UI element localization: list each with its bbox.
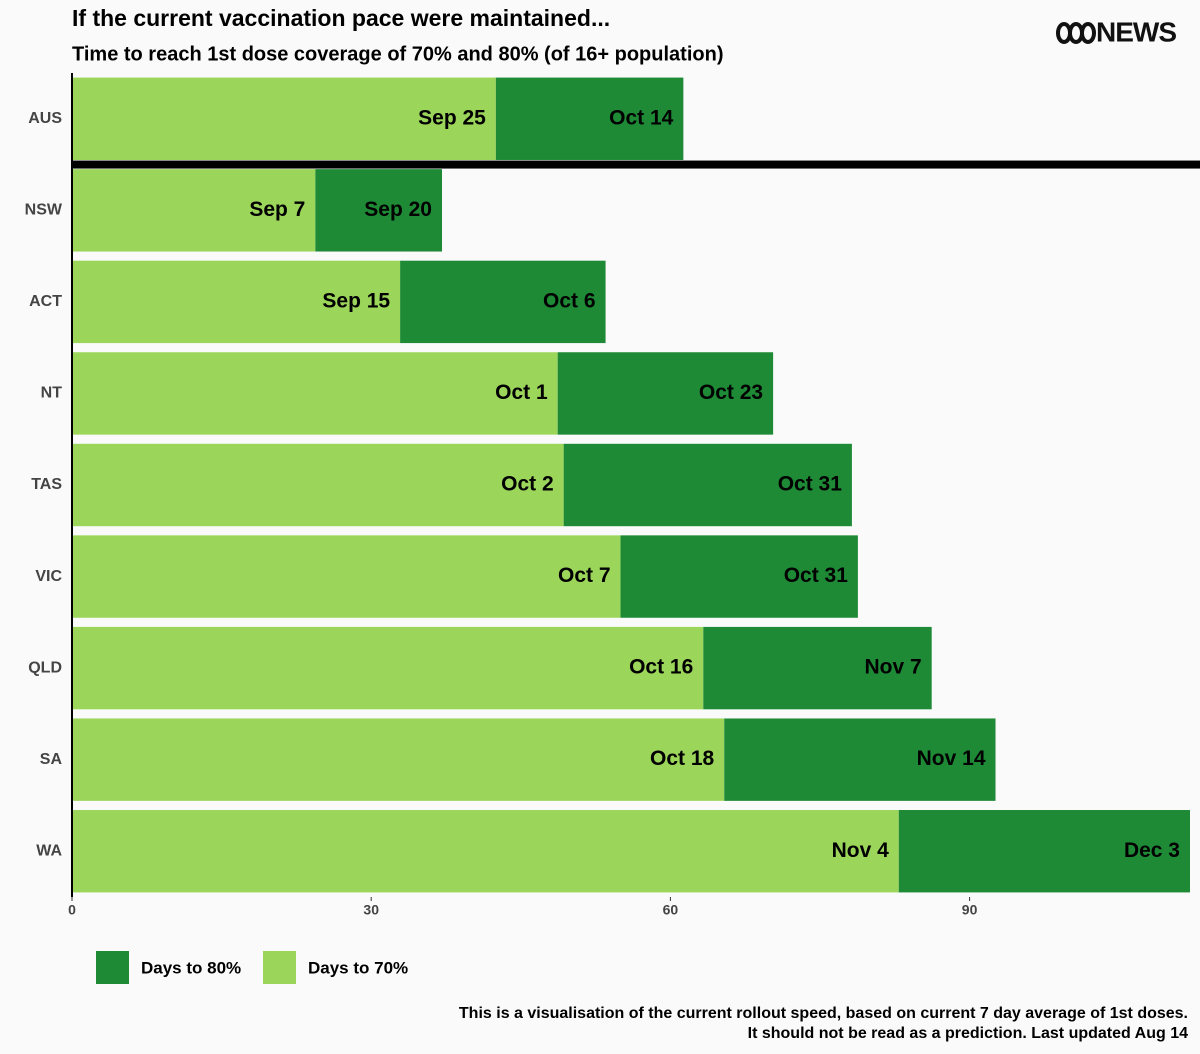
bar: [72, 352, 558, 435]
y-tick-label: TAS: [31, 476, 62, 493]
bar: [495, 77, 684, 160]
value-label: Sep 25: [418, 106, 486, 129]
value-label: Oct 7: [558, 564, 611, 587]
value-label: Oct 31: [784, 564, 849, 587]
bar: [898, 810, 1190, 893]
bar: [724, 718, 996, 801]
y-tick-label: QLD: [28, 659, 62, 676]
y-tick-label: ACT: [29, 293, 62, 310]
note: It should not be read as a prediction. L…: [748, 1025, 1188, 1042]
value-label: Nov 14: [917, 747, 986, 770]
value-label: Sep 7: [249, 198, 305, 221]
x-tick-label: 0: [68, 902, 76, 918]
bar: [400, 260, 606, 344]
bar: [563, 443, 852, 527]
bar: [703, 626, 932, 710]
y-tick-label: NSW: [25, 202, 63, 219]
x-tick-label: 90: [962, 902, 978, 918]
value-label: Oct 16: [629, 656, 693, 679]
bar: [72, 443, 564, 527]
value-label: Sep 20: [364, 198, 432, 221]
y-tick-label: NT: [41, 385, 63, 402]
y-tick-label: AUS: [28, 110, 62, 127]
note: This is a visualisation of the current r…: [459, 1005, 1188, 1022]
bar: [72, 77, 496, 160]
x-tick-label: 60: [663, 902, 679, 918]
separator: [72, 160, 1200, 169]
value-label: Nov 4: [832, 839, 890, 862]
value-label: Sep 15: [322, 289, 390, 312]
value-label: Oct 14: [609, 106, 674, 129]
bar: [620, 535, 858, 618]
bar: [72, 535, 621, 618]
bar: [72, 260, 401, 344]
bar: [557, 352, 774, 435]
legend-swatch: [96, 951, 129, 984]
value-label: Oct 1: [495, 381, 548, 404]
bar: [72, 626, 704, 710]
bar: [72, 810, 899, 893]
bar: [72, 169, 316, 252]
y-tick-label: SA: [40, 751, 63, 768]
logo-text: NEWS: [1096, 16, 1176, 47]
y-tick-label: WA: [36, 842, 62, 859]
value-label: Oct 31: [778, 473, 843, 496]
legend-label: Days to 80%: [141, 958, 241, 977]
value-label: Oct 2: [501, 473, 554, 496]
x-tick-label: 30: [363, 902, 379, 918]
legend-label: Days to 70%: [308, 958, 408, 977]
y-tick-label: VIC: [35, 568, 62, 585]
chart-subtitle: Time to reach 1st dose coverage of 70% a…: [72, 43, 723, 65]
legend-swatch: [263, 951, 296, 984]
bar: [72, 718, 725, 801]
value-label: Oct 23: [699, 381, 763, 404]
value-label: Nov 7: [865, 656, 922, 679]
value-label: Oct 18: [650, 747, 715, 770]
value-label: Dec 3: [1124, 839, 1180, 862]
bar: [315, 169, 443, 252]
logo-icon: [1056, 22, 1096, 44]
value-label: Oct 6: [543, 289, 596, 312]
chart-title: If the current vaccination pace were mai…: [72, 5, 610, 31]
